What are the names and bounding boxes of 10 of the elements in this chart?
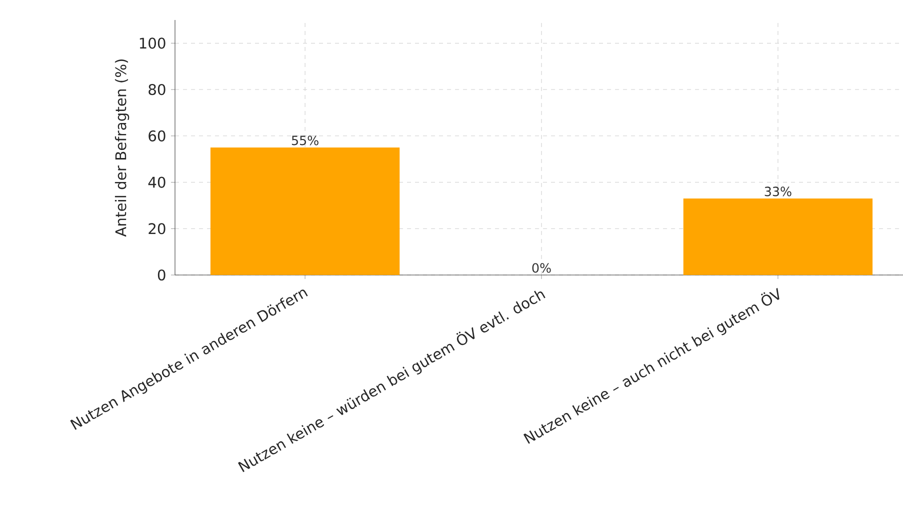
data-label: 33%: [764, 186, 792, 196]
y-axis-title: Anteil der Befragten (%): [114, 59, 130, 237]
y-tick-label: 20: [148, 223, 166, 234]
data-label: 0%: [532, 263, 551, 273]
y-tick-label: 100: [140, 38, 166, 49]
y-tick-label: 60: [148, 130, 166, 142]
data-label: 55%: [292, 136, 318, 146]
y-tick-label: 80: [148, 84, 166, 96]
y-tick-label: 40: [148, 176, 166, 188]
y-tick-label: 0: [158, 269, 166, 281]
